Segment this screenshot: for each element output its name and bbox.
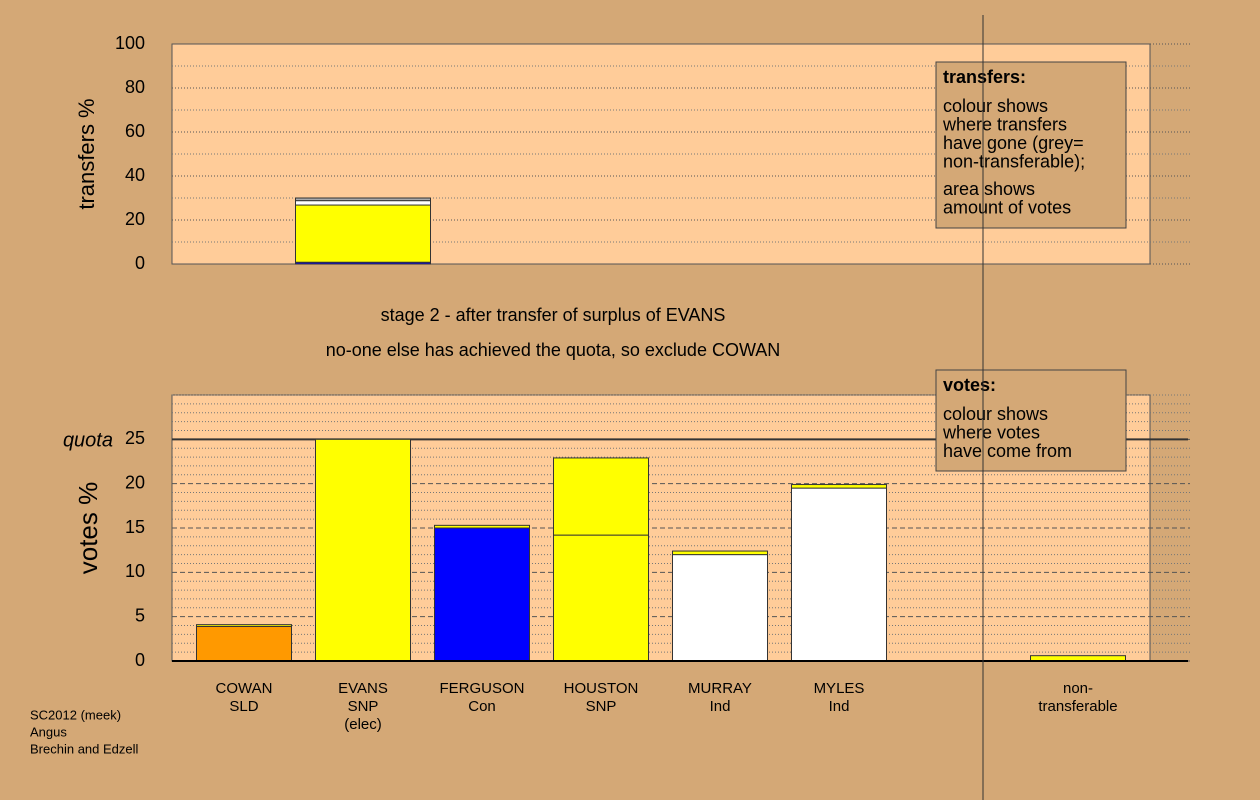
x-tick-label: MYLES [814, 680, 865, 697]
y-axis-label: transfers % [74, 98, 99, 209]
y-tick-label: 0 [135, 253, 145, 273]
bar-segment [434, 527, 530, 662]
y-tick-label: 10 [125, 561, 145, 581]
x-tick-label: (elec) [344, 716, 382, 733]
bar-segment [672, 554, 768, 662]
y-tick-label: 20 [125, 209, 145, 229]
legend-text: have come from [943, 441, 1072, 461]
y-tick-label: 100 [115, 33, 145, 53]
legend-title: transfers: [943, 67, 1026, 87]
bar-segment [553, 457, 649, 536]
legend-text: where transfers [942, 114, 1067, 134]
x-tick-label: Ind [829, 698, 850, 715]
y-tick-label: 15 [125, 517, 145, 537]
x-tick-label: MURRAY [688, 680, 752, 697]
x-tick-label: EVANS [338, 680, 388, 697]
footer-text: Brechin and Edzell [30, 741, 139, 756]
y-tick-label: 80 [125, 77, 145, 97]
bar-segment [553, 534, 649, 662]
y-tick-label: 5 [135, 605, 145, 625]
footer-text: SC2012 (meek) [30, 707, 121, 722]
legend-text: colour shows [943, 96, 1048, 116]
x-tick-label: SNP [348, 698, 379, 715]
legend-text: area shows [943, 179, 1035, 199]
bar-segment [672, 550, 768, 556]
legend-text: amount of votes [943, 197, 1071, 217]
footer-text: Angus [30, 724, 67, 739]
legend-text: colour shows [943, 404, 1048, 424]
x-tick-label: SNP [586, 698, 617, 715]
legend-text: where votes [942, 422, 1040, 442]
bar-segment [315, 438, 411, 662]
bar-segment [196, 625, 292, 662]
y-tick-label: 60 [125, 121, 145, 141]
y-tick-label: 40 [125, 165, 145, 185]
y-tick-label: 25 [125, 428, 145, 448]
legend-box [935, 369, 1127, 472]
y-tick-label: 20 [125, 472, 145, 492]
x-tick-label: HOUSTON [564, 680, 639, 697]
legend-box [935, 61, 1127, 229]
bar-segment [295, 197, 431, 202]
stage-text: no-one else has achieved the quota, so e… [326, 340, 781, 360]
y-axis-label: votes % [73, 482, 103, 575]
x-tick-label: Ind [710, 698, 731, 715]
quota-label: quota [63, 430, 113, 452]
x-tick-label: Con [468, 698, 496, 715]
legend-text: have gone (grey= [943, 133, 1084, 153]
legend-title: votes: [943, 375, 996, 395]
bar-segment [196, 624, 292, 627]
y-tick-label: 0 [135, 650, 145, 670]
bar-segment [434, 524, 530, 529]
bar-segment [791, 484, 887, 489]
x-tick-label: COWAN [216, 680, 273, 697]
x-tick-label: FERGUSON [439, 680, 524, 697]
x-tick-label: non- [1063, 680, 1093, 697]
bar-segment [791, 487, 887, 662]
x-tick-label: transferable [1038, 698, 1117, 715]
stage-text: stage 2 - after transfer of surplus of E… [381, 305, 726, 325]
x-tick-label: SLD [229, 698, 258, 715]
bar-segment [295, 204, 431, 263]
legend-text: non-transferable); [943, 151, 1085, 171]
bar-segment [295, 200, 431, 206]
